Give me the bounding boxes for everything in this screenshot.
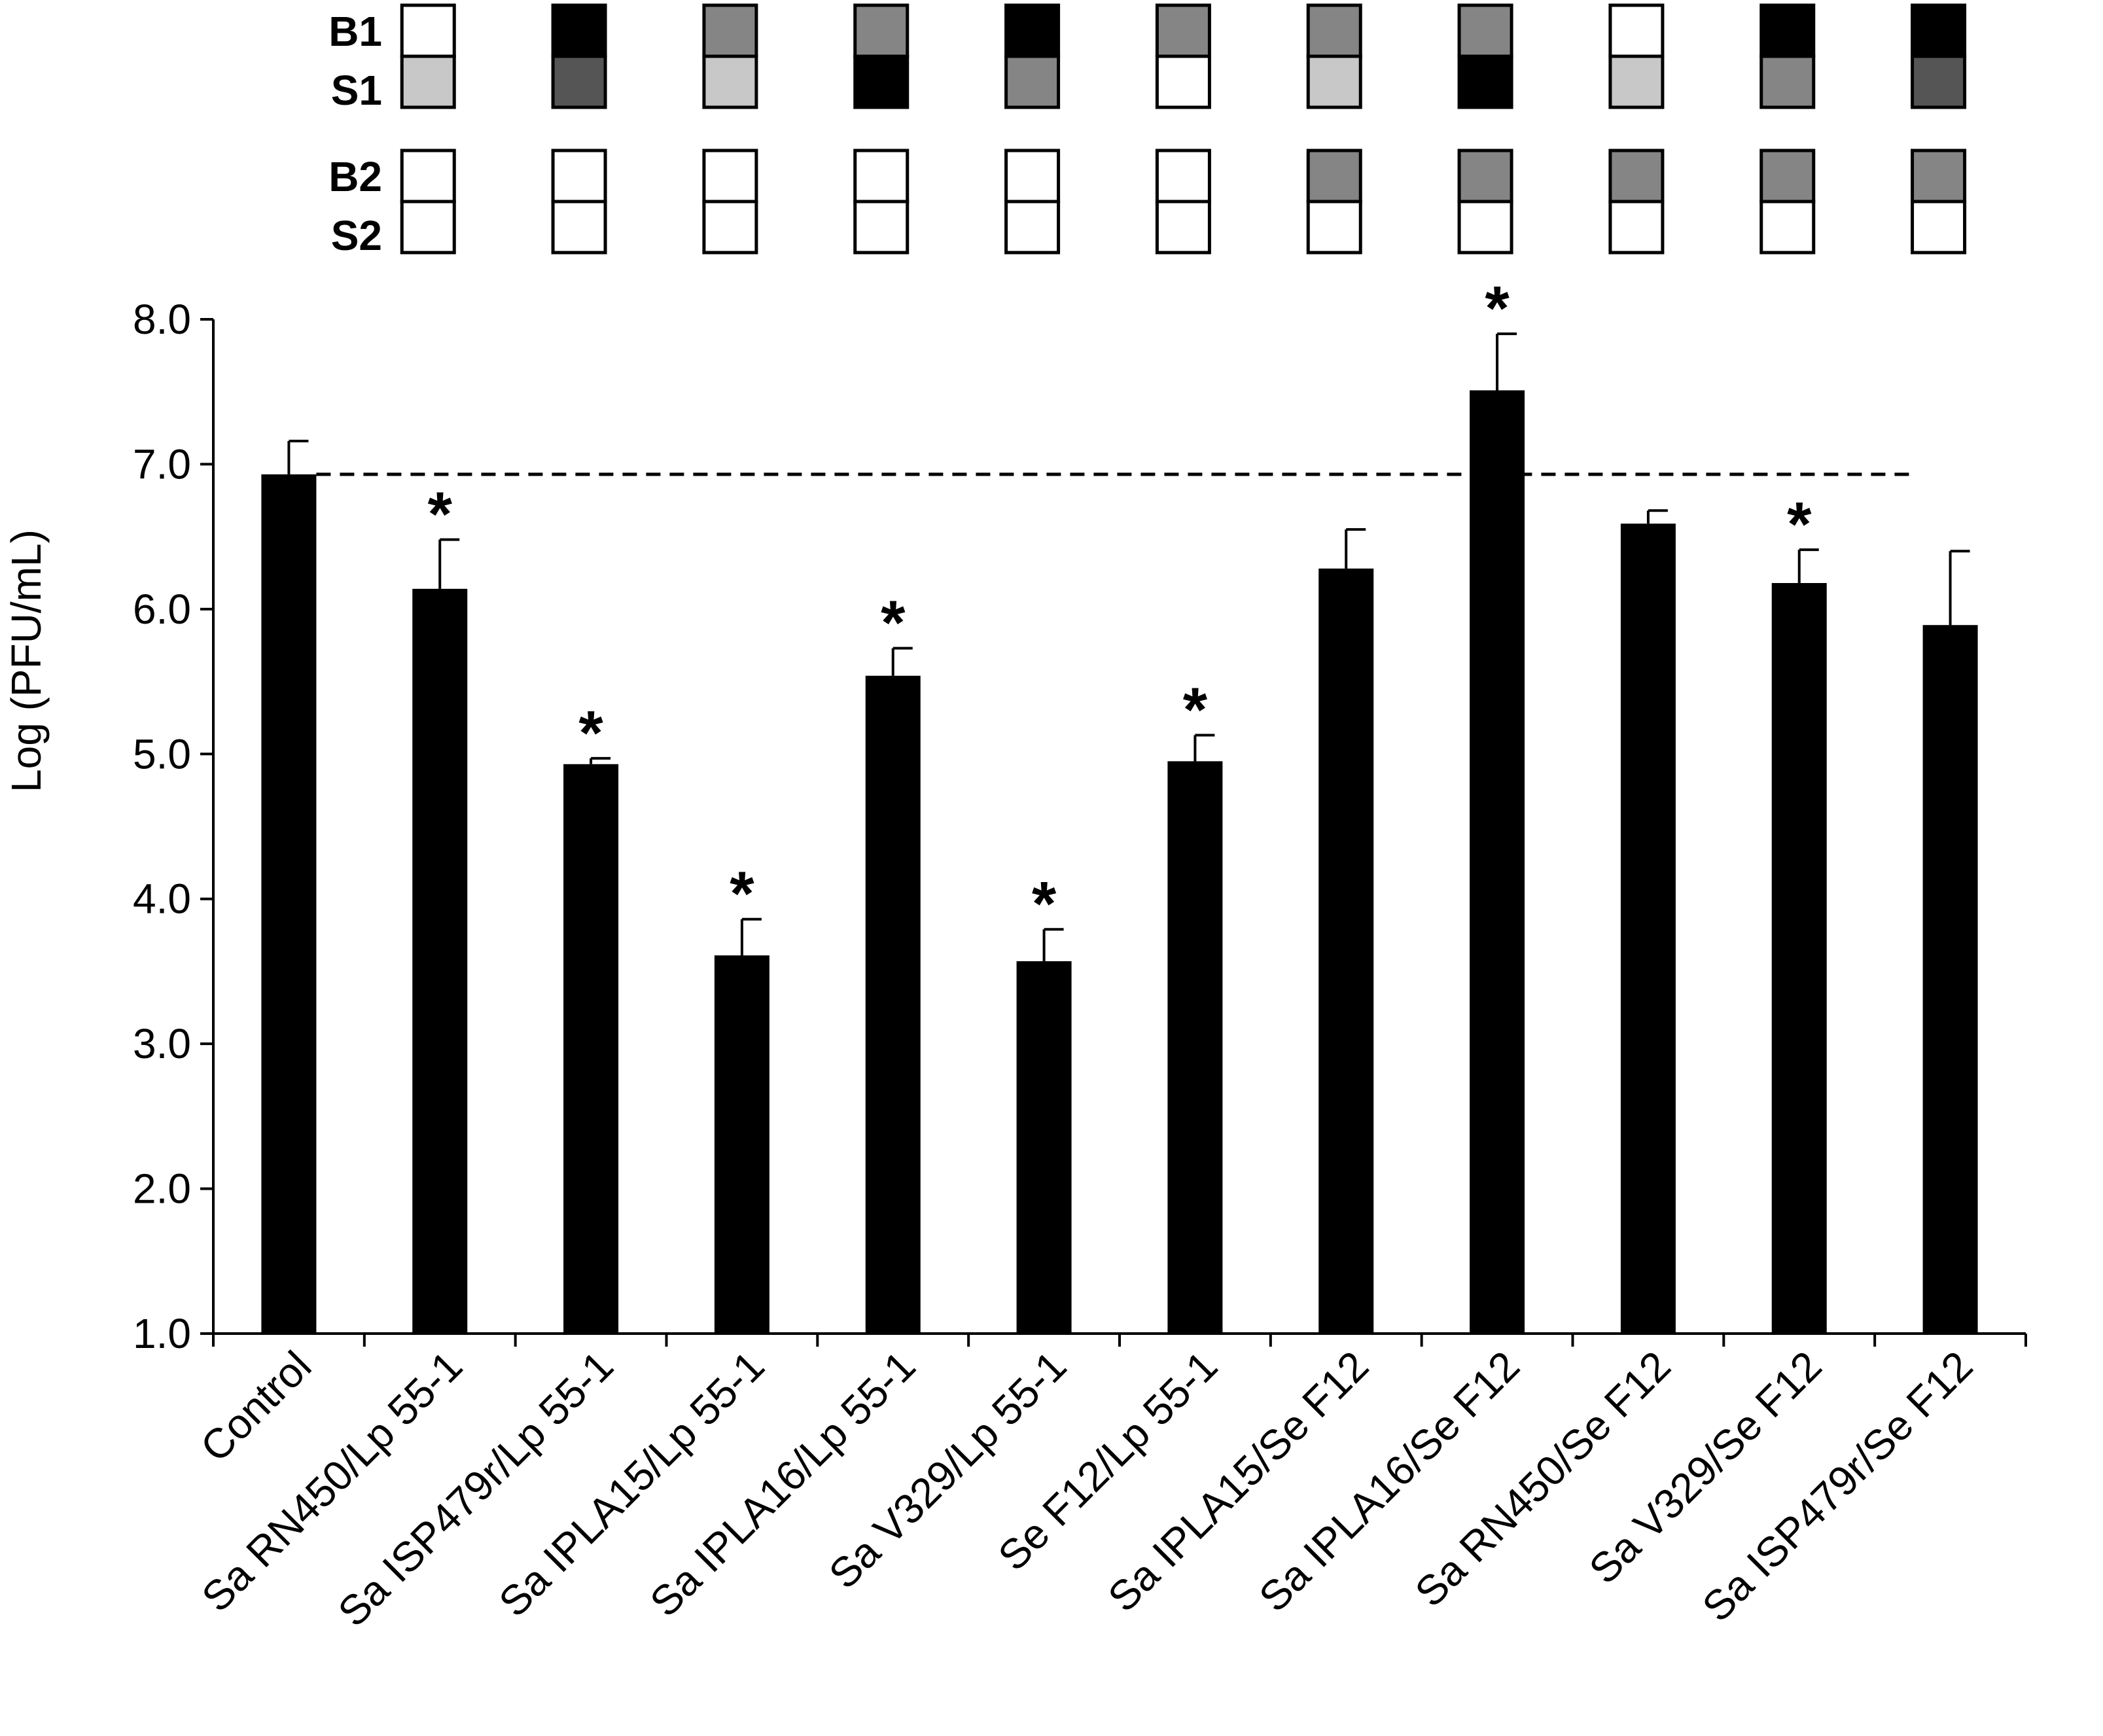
- y-axis-label: Log (PFU/mL): [3, 529, 50, 792]
- y-tick-label: 8.0: [133, 296, 191, 343]
- status-cell-b1: [400, 3, 456, 58]
- status-cell-s2: [1759, 200, 1816, 255]
- x-tick-label: Sa RN450/Lp 55-1: [192, 1342, 471, 1621]
- status-row-label-s1: S1: [331, 67, 382, 114]
- y-tick-label: 1.0: [133, 1310, 191, 1357]
- bar: [261, 474, 317, 1334]
- bar: [1620, 523, 1676, 1334]
- status-cell-s1: [1759, 54, 1816, 109]
- bar: [714, 955, 769, 1334]
- status-cell-s1: [702, 54, 758, 109]
- bar: [412, 588, 468, 1334]
- status-cell-b2: [1911, 149, 1967, 204]
- status-cell-s1: [1155, 54, 1211, 109]
- status-cell-s2: [702, 200, 758, 255]
- status-cell-b2: [1759, 149, 1816, 204]
- status-cell-b1: [853, 3, 910, 58]
- status-cell-b1: [1457, 3, 1513, 58]
- status-cell-b1: [1911, 3, 1967, 58]
- x-tick-label: Sa RN450/Se F12: [1406, 1342, 1680, 1616]
- bar: [1771, 583, 1827, 1334]
- x-tick-label: Sa IPLA15/Se F12: [1099, 1342, 1377, 1621]
- significance-star: *: [730, 859, 754, 929]
- status-cell-s2: [1911, 200, 1967, 255]
- y-tick-label: 6.0: [133, 586, 191, 633]
- significance-star: *: [428, 480, 453, 550]
- y-tick-label: 3.0: [133, 1020, 191, 1067]
- x-tick-label: Sa IPLA16/Se F12: [1250, 1342, 1529, 1621]
- status-cell-s2: [1155, 200, 1211, 255]
- x-tick-label: Sa ISP479r/Se F12: [1693, 1342, 1982, 1631]
- status-cell-b1: [1155, 3, 1211, 58]
- x-tick-label: Sa IPLA15/Lp 55-1: [489, 1342, 773, 1625]
- status-cell-b2: [400, 149, 456, 204]
- status-cell-s2: [1608, 200, 1665, 255]
- status-cell-s2: [853, 200, 910, 255]
- status-cell-s1: [1911, 54, 1967, 109]
- status-cell-b1: [1759, 3, 1816, 58]
- status-row-label-b1: B1: [328, 8, 382, 55]
- status-row-label-s2: S2: [331, 212, 382, 259]
- bar: [1470, 390, 1525, 1334]
- significance-star: *: [1485, 274, 1510, 344]
- axes: 1.0 2.0 3.0 4.0 5.0 6.0 7.0 8.0: [133, 296, 2027, 1357]
- status-cell-b1: [551, 3, 607, 58]
- status-cell-s1: [1004, 54, 1061, 109]
- y-tick-label: 2.0: [133, 1165, 191, 1213]
- status-cell-b2: [551, 149, 607, 204]
- status-cell-b2: [853, 149, 910, 204]
- x-tick-label: Sa IPLA16/Lp 55-1: [641, 1342, 924, 1625]
- status-cell-b1: [1004, 3, 1061, 58]
- status-cell-b1: [1306, 3, 1362, 58]
- y-tick-label: 7.0: [133, 440, 191, 487]
- status-cell-b2: [1306, 149, 1362, 204]
- y-tick-label: 4.0: [133, 876, 191, 923]
- status-cell-b2: [1155, 149, 1211, 204]
- x-tick-label: Control: [192, 1342, 321, 1471]
- status-row-labels: B1 S1 B2 S2: [328, 8, 382, 259]
- status-cell-s2: [1004, 200, 1061, 255]
- bars: [261, 390, 1978, 1334]
- status-cell-s2: [551, 200, 607, 255]
- significance-marks: * * * * * * * *: [428, 274, 1812, 939]
- bar: [1016, 961, 1072, 1334]
- status-cell-s2: [400, 200, 456, 255]
- status-cell-s1: [853, 54, 910, 109]
- status-cell-b2: [1004, 149, 1061, 204]
- status-cell-b2: [702, 149, 758, 204]
- status-cell-s1: [1306, 54, 1362, 109]
- status-cell-b2: [1457, 149, 1513, 204]
- bar: [1318, 568, 1374, 1334]
- significance-star: *: [1183, 675, 1208, 745]
- status-cell-s2: [1306, 200, 1362, 255]
- bar: [1167, 761, 1223, 1334]
- significance-star: *: [578, 698, 603, 768]
- status-cell-s1: [400, 54, 456, 109]
- x-tick-label: Sa ISP479r/Lp 55-1: [329, 1342, 622, 1635]
- bar: [865, 675, 921, 1334]
- status-cell-b1: [702, 3, 758, 58]
- status-cell-s1: [1608, 54, 1665, 109]
- bar: [563, 764, 619, 1334]
- significance-star: *: [1032, 869, 1057, 939]
- significance-star: *: [881, 588, 906, 658]
- status-cell-s1: [1457, 54, 1513, 109]
- status-row-label-b2: B2: [328, 153, 382, 200]
- bar: [1922, 625, 1978, 1334]
- error-bars: [287, 332, 1970, 961]
- status-cell-s1: [551, 54, 607, 109]
- y-tick-label: 5.0: [133, 730, 191, 777]
- status-cell-b1: [1608, 3, 1665, 58]
- status-cell-s2: [1457, 200, 1513, 255]
- status-cell-b2: [1608, 149, 1665, 204]
- status-grid: [400, 3, 1967, 255]
- significance-star: *: [1787, 489, 1812, 559]
